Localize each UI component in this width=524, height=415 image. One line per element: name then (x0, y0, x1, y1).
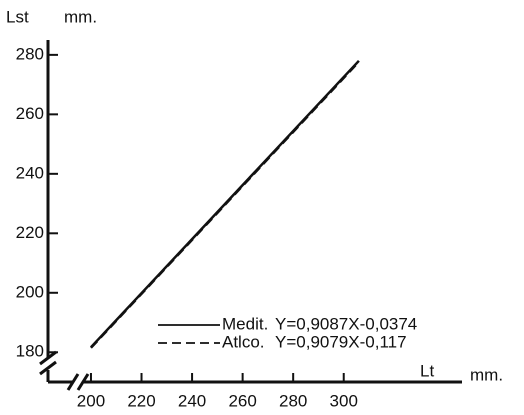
axis-break (39, 350, 57, 366)
axis-break (76, 373, 90, 391)
legend-label: Medit. (222, 314, 268, 333)
x-tick-label: 200 (77, 391, 105, 410)
legend-equation: Y=0,9087X-0,0374 (275, 314, 417, 333)
x-tick-label: 240 (178, 391, 206, 410)
y-tick-label: 260 (16, 104, 44, 123)
x-tick-label: 280 (279, 391, 307, 410)
y-tick-label: 220 (16, 223, 44, 242)
axis-breaks (39, 40, 462, 391)
legend-equation: Y=0,9079X-0,117 (275, 332, 407, 351)
y-axis-label: Lst (6, 7, 29, 26)
y-tick-label: 180 (16, 342, 44, 361)
y-tick-label: 240 (16, 163, 44, 182)
x-axis-label: Lt (420, 361, 434, 380)
x-tick-label: 300 (330, 391, 358, 410)
x-tick-label: 260 (228, 391, 256, 410)
y-axis-unit: mm. (64, 7, 97, 26)
y-tick-label: 200 (16, 282, 44, 301)
legend-label: Atlco. (222, 332, 265, 351)
x-axis-unit: mm. (470, 365, 503, 384)
series-line (90, 60, 360, 349)
y-tick-label: 280 (16, 44, 44, 63)
x-tick-label: 220 (127, 391, 155, 410)
axis-break (39, 360, 57, 376)
axis-break (66, 373, 80, 391)
